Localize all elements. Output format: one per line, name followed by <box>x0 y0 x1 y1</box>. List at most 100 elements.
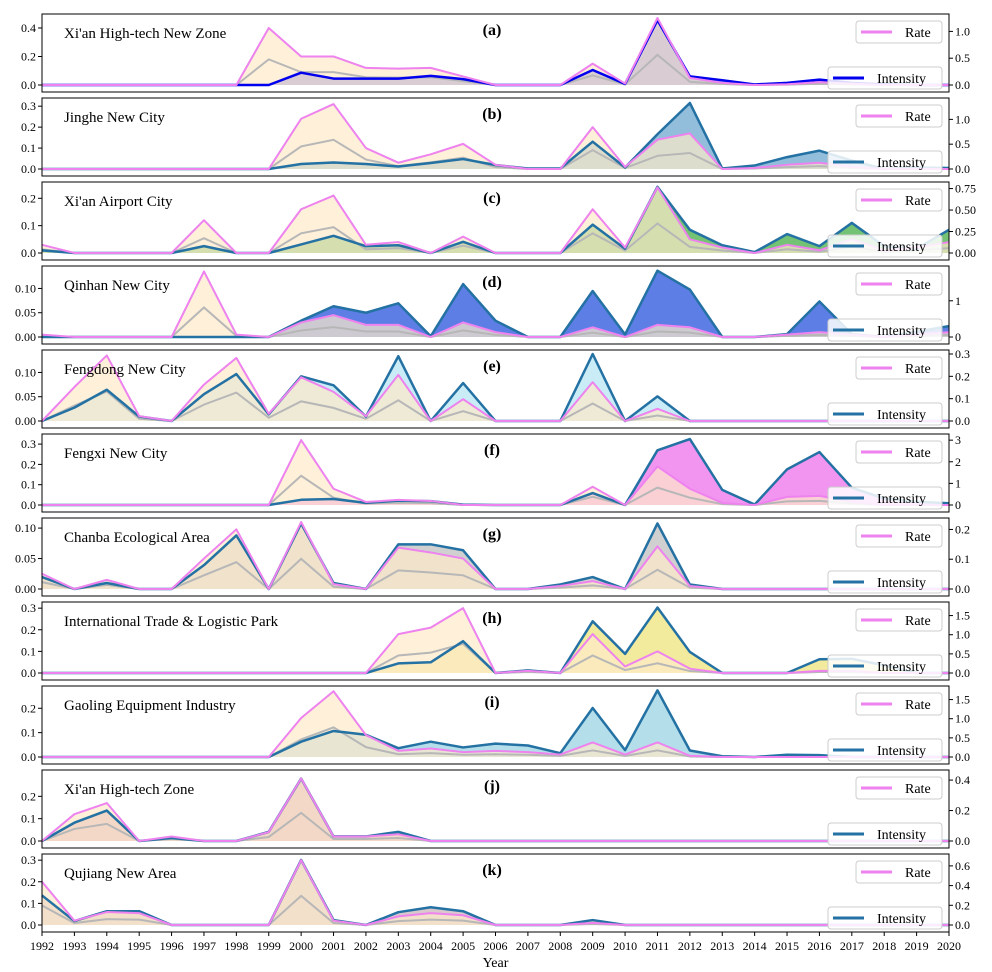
legend-intensity-label: Intensity <box>877 156 926 171</box>
x-tick-label: 2010 <box>613 939 637 953</box>
x-tick-label: 2019 <box>905 939 929 953</box>
panel-title: Qinhan New City <box>64 278 170 294</box>
left-tick-label: 0.0 <box>21 162 36 176</box>
legend: Rate Intensity <box>827 692 943 762</box>
x-tick-label: 2016 <box>807 939 831 953</box>
x-tick-label: 2012 <box>678 939 702 953</box>
left-tick-label: 0.0 <box>21 246 36 260</box>
left-tick-label: 0.2 <box>21 789 36 803</box>
legend-rate-box <box>855 692 943 716</box>
x-tick-label: 1993 <box>62 939 86 953</box>
panel-frame <box>41 97 950 177</box>
right-tick-label: 0 <box>955 498 961 512</box>
legend-intensity-box <box>827 654 943 678</box>
x-tick-label: 2007 <box>516 939 540 953</box>
left-tick-label: 0.3 <box>21 601 36 615</box>
right-tick-label: 0.0 <box>955 918 970 932</box>
left-tick-label: 0.00 <box>15 414 36 428</box>
panel-letter: (a) <box>483 22 502 39</box>
left-tick-label: 0.00 <box>15 330 36 344</box>
rate-line <box>42 607 949 674</box>
left-tick-label: 0.2 <box>21 457 36 471</box>
right-tick-label: 0.3 <box>955 347 970 361</box>
legend-intensity-box <box>827 234 943 258</box>
x-tick-label: 2001 <box>322 939 346 953</box>
x-tick-label: 1994 <box>95 939 119 953</box>
right-tick-label: 0.75 <box>955 182 976 196</box>
left-tick-label: 0.1 <box>21 644 36 658</box>
right-tick-label: 0.4 <box>955 773 970 787</box>
legend-intensity-label: Intensity <box>877 744 926 759</box>
legend-rate-box <box>855 272 943 296</box>
right-tick-label: 0.0 <box>955 834 970 848</box>
panel-letter: (c) <box>483 190 501 207</box>
legend-intensity-box <box>827 66 943 90</box>
right-tick-label: 0.5 <box>955 137 970 151</box>
x-tick-label: 2020 <box>937 939 961 953</box>
legend: Rate Intensity <box>827 272 943 342</box>
legend-rate-box <box>855 776 943 800</box>
panel-frame <box>41 433 950 513</box>
left-tick-label: 0.2 <box>21 49 36 63</box>
legend: Rate Intensity <box>827 356 943 426</box>
left-tick-label: 0.0 <box>21 498 36 512</box>
legend-intensity-label: Intensity <box>877 492 926 507</box>
right-tick-label: 1 <box>955 476 961 490</box>
legend-rate-box <box>855 608 943 632</box>
rate-line <box>41 354 949 422</box>
x-tick-label: 1992 <box>30 939 54 953</box>
x-tick-label: 2003 <box>386 939 410 953</box>
panel-letter: (k) <box>482 862 502 879</box>
legend: Rate Intensity <box>827 524 943 594</box>
right-tick-label: 0.6 <box>955 859 970 873</box>
legend-intensity-label: Intensity <box>877 660 926 675</box>
left-tick-label: 0.10 <box>15 365 36 379</box>
panel-frame <box>41 349 950 429</box>
right-tick-label: 0.5 <box>955 51 970 65</box>
right-tick-label: 0.0 <box>955 582 970 596</box>
right-tick-label: 3 <box>955 433 961 447</box>
legend-rate-label: Rate <box>905 446 931 461</box>
rate-line <box>41 777 949 842</box>
right-tick-label: 0.0 <box>955 78 970 92</box>
legend: Rate Intensity <box>827 20 943 90</box>
legend-rate-box <box>855 20 943 44</box>
left-tick-label: 0.05 <box>15 552 36 566</box>
panel-frame <box>41 13 950 93</box>
left-tick-label: 0.3 <box>21 437 36 451</box>
left-tick-label: 0.10 <box>15 281 36 295</box>
legend-intensity-box <box>827 906 943 930</box>
left-tick-label: 0.3 <box>21 853 36 867</box>
panel-j: 0.0 0.1 0.2 0.0 0.2 0.4 Xi'an High-tech Zone (j… <box>21 769 970 849</box>
legend-intensity-label: Intensity <box>877 324 926 339</box>
legend-rate-box <box>855 524 943 548</box>
panel-title: Xi'an Airport City <box>64 194 173 210</box>
legend-intensity-box <box>827 318 943 342</box>
right-tick-label: 0 <box>955 330 961 344</box>
rate-line <box>42 103 949 170</box>
right-tick-label: 0.5 <box>955 731 970 745</box>
legend-rate-label: Rate <box>905 866 931 881</box>
rate-shadow-line <box>41 306 950 339</box>
left-tick-label: 0.1 <box>21 812 36 826</box>
panel-title: Gaoling Equipment Industry <box>64 698 236 714</box>
legend: Rate Intensity <box>827 440 943 510</box>
panel-title: Fengxi New City <box>64 446 168 462</box>
right-tick-label: 0.1 <box>955 552 970 566</box>
legend-rate-box <box>855 188 943 212</box>
left-tick-label: 0.05 <box>15 390 36 404</box>
right-tick-label: 0.2 <box>955 522 970 536</box>
panel-title: Xi'an High-tech New Zone <box>64 26 227 42</box>
panel-letter: (g) <box>483 526 502 543</box>
x-tick-label: 2008 <box>548 939 572 953</box>
left-tick-label: 0.1 <box>21 219 36 233</box>
legend-rate-box <box>855 356 943 380</box>
legend-rate-label: Rate <box>905 278 931 293</box>
rate-line <box>42 439 949 506</box>
x-tick-label: 2004 <box>419 939 443 953</box>
x-tick-label: 2000 <box>289 939 313 953</box>
panel-k: 0.0 0.1 0.2 0.3 0.0 0.2 0.4 0.6 Qujiang New Area… <box>21 853 970 933</box>
panel-letter: (i) <box>484 694 499 711</box>
